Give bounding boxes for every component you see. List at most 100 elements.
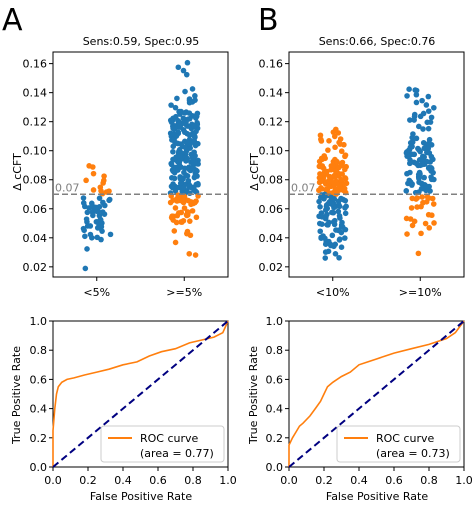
x-tick-label: 0.8 — [420, 474, 438, 487]
strip-point — [317, 132, 324, 139]
strip-point — [320, 233, 326, 239]
strip-point — [425, 125, 432, 132]
strip-point — [342, 226, 349, 233]
y-tick-label: 0.02 — [23, 261, 48, 274]
strip-point — [413, 99, 420, 106]
strip-point — [416, 175, 422, 182]
strip-point — [171, 175, 178, 182]
strip-point — [318, 136, 324, 143]
strip-point — [333, 126, 339, 133]
strip-point — [82, 265, 89, 272]
strip-point — [325, 178, 332, 184]
x-tick-label: >=10% — [399, 286, 442, 299]
strip-point — [342, 153, 348, 160]
strip-point — [317, 228, 324, 235]
strip-point — [81, 203, 88, 210]
y-tick-label: 0.08 — [259, 174, 284, 187]
strip-point — [180, 184, 187, 191]
strip-point — [411, 117, 417, 123]
strip-point — [421, 154, 427, 160]
x-tick-label: 0.6 — [385, 474, 403, 487]
x-tick-label: 0.0 — [280, 474, 298, 487]
strip-point — [191, 132, 198, 139]
strip-point — [407, 169, 413, 176]
strip-point — [191, 123, 198, 130]
strip-point — [195, 180, 201, 187]
roc-a-xlabel: False Positive Rate — [90, 490, 192, 503]
chance-diagonal-line — [52, 320, 229, 468]
strip-point — [192, 188, 199, 194]
strip-point — [342, 210, 349, 217]
strip-point — [184, 139, 190, 145]
strip-point — [192, 97, 198, 103]
y-tick-label: 0.4 — [30, 403, 48, 416]
strip-point — [322, 207, 329, 213]
strip-point — [423, 102, 430, 108]
strip-point — [193, 128, 199, 135]
strip-point — [332, 186, 339, 192]
strip-point — [90, 170, 97, 177]
x-tick-label: >=5% — [166, 286, 202, 299]
y-tick-label: 0.12 — [23, 116, 48, 129]
strip-point — [96, 195, 103, 201]
strip-point — [406, 147, 412, 154]
strip-point — [186, 99, 193, 106]
strip-point — [90, 212, 96, 219]
strip-point — [100, 177, 107, 184]
strip-point — [177, 124, 183, 130]
strip-point — [410, 131, 416, 137]
strip-point — [413, 91, 420, 98]
strip-point — [325, 147, 331, 153]
strip-point — [332, 168, 339, 175]
y-tick-label: 0.04 — [23, 232, 48, 245]
roc-b-xlabel: False Positive Rate — [326, 490, 428, 503]
y-tick-label: 0.6 — [266, 373, 284, 386]
x-tick-label: <10% — [316, 286, 350, 299]
strip-point — [168, 102, 174, 108]
strip-point — [328, 194, 334, 201]
strip-point — [318, 186, 325, 192]
strip-point — [430, 156, 436, 163]
strip-point — [330, 180, 337, 186]
strip-point — [189, 86, 196, 92]
strip-point — [413, 87, 420, 94]
strip-point — [192, 199, 198, 206]
strip-point — [338, 176, 344, 183]
strip-point — [331, 133, 338, 140]
strip-point — [330, 219, 337, 225]
y-tick-label: 0.4 — [266, 403, 284, 416]
strip-point — [185, 177, 192, 184]
strip-point — [324, 211, 330, 218]
strip-point — [342, 235, 348, 241]
strip-point — [342, 175, 349, 182]
strip-point — [101, 173, 107, 179]
strip-point — [325, 248, 332, 255]
strip-point — [186, 190, 193, 197]
strip-point — [322, 255, 329, 261]
strip-point — [181, 205, 188, 211]
strip-point — [184, 212, 190, 219]
y-tick-label: 0.14 — [259, 87, 284, 100]
strip-point — [190, 165, 197, 171]
strip-plot-b: 0.02 0.04 0.06 0.08 0.10 0.12 0.14 0.16 <10% >=10… — [259, 58, 464, 299]
y-tick-label: 0.06 — [259, 203, 284, 216]
y-tick-label: 0.14 — [23, 87, 48, 100]
strip-point — [318, 155, 325, 162]
strip-point — [332, 241, 339, 248]
strip-point — [409, 195, 416, 202]
strip-point — [336, 213, 343, 219]
strip-point — [184, 155, 191, 162]
strip-point — [418, 180, 425, 187]
strip-point — [192, 93, 198, 99]
strip-point — [90, 187, 97, 193]
strip-a-ylabel: Δ cCFT — [11, 153, 24, 191]
strip-point — [98, 236, 104, 243]
strip-point — [84, 219, 90, 225]
strip-point — [411, 151, 418, 158]
y-tick-label: 0.0 — [266, 461, 284, 474]
x-tick-label: 0.4 — [114, 474, 132, 487]
strip-point — [80, 225, 87, 232]
strip-b-frame — [288, 51, 465, 278]
roc-curve-line — [52, 320, 229, 467]
y-tick-label: 0.04 — [259, 232, 284, 245]
